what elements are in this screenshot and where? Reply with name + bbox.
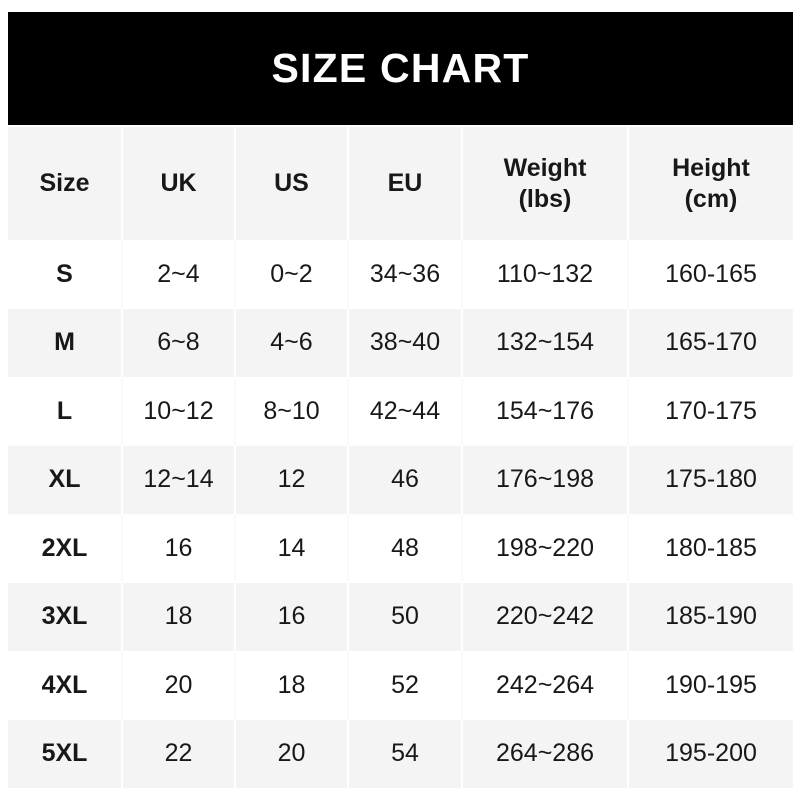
- cell-us: 4~6: [235, 308, 349, 377]
- cell-weight: 176~198: [462, 445, 629, 514]
- cell-eu: 42~44: [348, 377, 463, 446]
- column-header-height-label: Height: [672, 154, 750, 182]
- column-header-uk-label: UK: [160, 169, 197, 198]
- table-row: 5XL 22 20 54 264~286 195-200: [8, 719, 793, 788]
- cell-eu: 46: [348, 445, 463, 514]
- cell-uk: 22: [122, 719, 236, 788]
- cell-size: XL: [8, 445, 123, 514]
- cell-eu: 34~36: [348, 240, 463, 309]
- column-header-height: Height (cm): [628, 127, 793, 240]
- column-header-us-label: US: [274, 169, 309, 198]
- cell-uk: 2~4: [122, 240, 236, 309]
- cell-eu: 38~40: [348, 308, 463, 377]
- cell-weight: 198~220: [462, 514, 629, 583]
- cell-height: 190-195: [665, 670, 757, 699]
- cell-size: 2XL: [8, 514, 123, 583]
- column-header-uk: UK: [122, 127, 236, 240]
- cell-height: 170-175: [665, 396, 757, 425]
- cell-eu: 50: [348, 582, 463, 651]
- cell-uk: 10~12: [122, 377, 236, 446]
- cell-eu: 54: [348, 719, 463, 788]
- cell-weight: 264~286: [462, 719, 629, 788]
- cell-height: 165-170: [665, 328, 757, 357]
- cell-height: 180-185: [665, 533, 757, 562]
- cell-uk: 20: [122, 651, 236, 720]
- cell-us: 16: [235, 582, 349, 651]
- cell-uk: 12~14: [122, 445, 236, 514]
- cell-height: 160-165: [665, 259, 757, 288]
- table-header: Size UK US EU Weight (lbs) Height (cm): [8, 127, 793, 240]
- cell-size: M: [8, 308, 123, 377]
- cell-us: 8~10: [235, 377, 349, 446]
- table-row: 2XL 16 14 48 198~220 180-185: [8, 514, 793, 583]
- cell-height: 195-200: [665, 739, 757, 768]
- cell-uk: 18: [122, 582, 236, 651]
- column-header-size: Size: [8, 127, 123, 240]
- size-chart-table: Size UK US EU Weight (lbs) Height (cm): [8, 127, 793, 788]
- cell-weight: 220~242: [462, 582, 629, 651]
- cell-weight: 110~132: [462, 240, 629, 309]
- column-header-us: US: [235, 127, 349, 240]
- cell-weight: 242~264: [462, 651, 629, 720]
- column-header-size-label: Size: [39, 169, 90, 198]
- cell-us: 20: [235, 719, 349, 788]
- cell-us: 0~2: [235, 240, 349, 309]
- title-banner: SIZE CHART: [8, 12, 793, 125]
- column-header-weight: Weight (lbs): [462, 127, 629, 240]
- cell-us: 18: [235, 651, 349, 720]
- cell-size: 3XL: [8, 582, 123, 651]
- table-row: L 10~12 8~10 42~44 154~176 170-175: [8, 377, 793, 446]
- table-row: S 2~4 0~2 34~36 110~132 160-165: [8, 240, 793, 309]
- cell-uk: 16: [122, 514, 236, 583]
- table-row: 3XL 18 16 50 220~242 185-190: [8, 582, 793, 651]
- table-row: M 6~8 4~6 38~40 132~154 165-170: [8, 308, 793, 377]
- table-row: XL 12~14 12 46 176~198 175-180: [8, 445, 793, 514]
- table-body: S 2~4 0~2 34~36 110~132 160-165 M 6~8 4~…: [8, 240, 793, 788]
- cell-size: 5XL: [8, 719, 123, 788]
- cell-weight: 154~176: [462, 377, 629, 446]
- table-header-row: Size UK US EU Weight (lbs) Height (cm): [8, 127, 793, 240]
- cell-weight: 132~154: [462, 308, 629, 377]
- page-title: SIZE CHART: [271, 45, 530, 91]
- cell-eu: 52: [348, 651, 463, 720]
- column-header-weight-unit: (lbs): [518, 184, 572, 213]
- cell-us: 14: [235, 514, 349, 583]
- cell-us: 12: [235, 445, 349, 514]
- cell-eu: 48: [348, 514, 463, 583]
- cell-uk: 6~8: [122, 308, 236, 377]
- cell-size: L: [8, 377, 123, 446]
- cell-height: 185-190: [665, 602, 757, 631]
- cell-size: S: [8, 240, 123, 309]
- column-header-eu-label: EU: [387, 169, 423, 198]
- table-row: 4XL 20 18 52 242~264 190-195: [8, 651, 793, 720]
- cell-height: 175-180: [665, 465, 757, 494]
- cell-size: 4XL: [8, 651, 123, 720]
- column-header-height-unit: (cm): [684, 184, 738, 213]
- column-header-weight-label: Weight: [503, 154, 587, 182]
- column-header-eu: EU: [348, 127, 463, 240]
